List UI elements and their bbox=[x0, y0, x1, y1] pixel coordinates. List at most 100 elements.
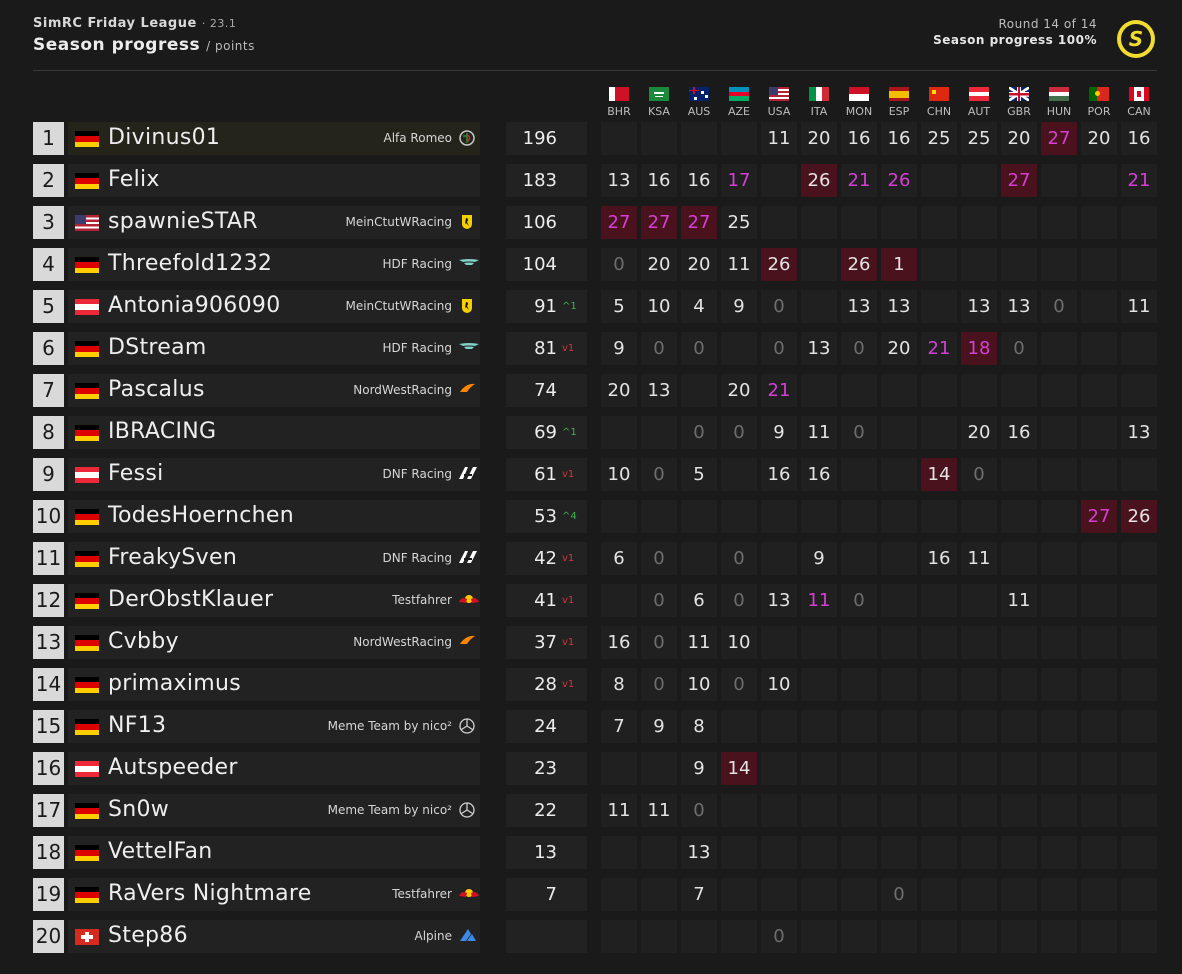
standing-row[interactable]: 5 Antonia906090 MeinCtutWRacing 91 ^1 5 10 4 9 0 1… bbox=[0, 290, 1182, 326]
driver-name: VettelFan bbox=[108, 839, 213, 864]
race-result-cell bbox=[1001, 374, 1037, 407]
team-name: HDF Racing bbox=[382, 257, 452, 271]
race-code-label: AZE bbox=[727, 105, 750, 118]
driver-name: Pascalus bbox=[108, 377, 205, 402]
race-result-cell: 0 bbox=[641, 332, 677, 365]
standing-row[interactable]: 17 Sn0w Meme Team by nico² 22 11 11 0 bbox=[0, 794, 1182, 830]
race-result-cell bbox=[1081, 458, 1117, 491]
race-result-cell: 27 bbox=[1001, 164, 1037, 197]
race-result-cell: 9 bbox=[721, 290, 757, 323]
race-result-cell bbox=[721, 710, 757, 743]
race-result-cell: 6 bbox=[601, 542, 637, 575]
position-badge: 4 bbox=[33, 248, 64, 281]
race-result-cell: 0 bbox=[641, 542, 677, 575]
standing-row[interactable]: 14 primaximus 28 v1 8 0 10 0 10 bbox=[0, 668, 1182, 704]
race-result-cell bbox=[721, 458, 757, 491]
total-points: 61 v1 bbox=[506, 458, 587, 491]
driver-bar: RaVers Nightmare Testfahrer bbox=[68, 878, 480, 911]
race-result-cell bbox=[1041, 878, 1077, 911]
alpine-icon bbox=[458, 928, 476, 944]
standing-row[interactable]: 9 Fessi DNF Racing 61 v1 10 0 5 16 16 14 0 bbox=[0, 458, 1182, 494]
race-result-cell bbox=[1001, 458, 1037, 491]
race-result-cell: 13 bbox=[681, 836, 717, 869]
position-badge: 13 bbox=[33, 626, 64, 659]
race-result-cell bbox=[1041, 500, 1077, 533]
standing-row[interactable]: 8 IBRACING 69 ^1 0 0 9 11 0 20 16 13 bbox=[0, 416, 1182, 452]
race-result-cell bbox=[721, 500, 757, 533]
race-result-cell bbox=[761, 836, 797, 869]
race-result-cell: 0 bbox=[1001, 332, 1037, 365]
race-result-cell: 0 bbox=[641, 458, 677, 491]
race-result-cell bbox=[961, 584, 997, 617]
race-result-cell: 0 bbox=[681, 794, 717, 827]
race-result-cell bbox=[681, 542, 717, 575]
standing-row[interactable]: 2 Felix 183 13 16 16 17 26 21 26 27 21 bbox=[0, 164, 1182, 200]
race-result-cell: 11 bbox=[1121, 290, 1157, 323]
position-change-up: ^1 bbox=[562, 301, 577, 312]
standing-row[interactable]: 1 Divinus01 Alfa Romeo 196 11 20 16 16 25 25 20 27 2… bbox=[0, 122, 1182, 158]
position-change-down: v1 bbox=[562, 469, 575, 480]
race-result-cell bbox=[1001, 836, 1037, 869]
race-result-cell: 8 bbox=[681, 710, 717, 743]
race-result-cell: 20 bbox=[1001, 122, 1037, 155]
race-result-cell: 7 bbox=[601, 710, 637, 743]
driver-name: Sn0w bbox=[108, 797, 170, 822]
race-result-cell: 0 bbox=[841, 416, 877, 449]
race-result-cell: 7 bbox=[681, 878, 717, 911]
position-badge: 14 bbox=[33, 668, 64, 701]
driver-name: DerObstKlauer bbox=[108, 587, 274, 612]
austria-flag-icon bbox=[75, 299, 99, 315]
germany-flag-icon bbox=[75, 677, 99, 693]
position-badge: 9 bbox=[33, 458, 64, 491]
race-result-cell bbox=[601, 878, 637, 911]
standing-row[interactable]: 7 Pascalus NordWestRacing 74 20 13 20 21 bbox=[0, 374, 1182, 410]
race-result-cell: 20 bbox=[881, 332, 917, 365]
standing-row[interactable]: 6 DStream HDF Racing 81 v1 9 0 0 0 13 0 20 21 18 0 bbox=[0, 332, 1182, 368]
standing-row[interactable]: 16 Autspeeder 23 9 14 bbox=[0, 752, 1182, 788]
race-result-cell: 0 bbox=[641, 626, 677, 659]
race-result-cell bbox=[721, 836, 757, 869]
race-result-cell bbox=[1041, 836, 1077, 869]
standing-row[interactable]: 19 RaVers Nightmare Testfahrer 7 7 0 bbox=[0, 878, 1182, 914]
germany-flag-icon bbox=[75, 383, 99, 399]
race-result-cell bbox=[1041, 752, 1077, 785]
mclaren-icon bbox=[458, 634, 476, 650]
standing-row[interactable]: 4 Threefold1232 HDF Racing 104 0 20 20 11 26 26 1 bbox=[0, 248, 1182, 284]
standing-row[interactable]: 15 NF13 Meme Team by nico² 24 7 9 8 bbox=[0, 710, 1182, 746]
race-result-cell bbox=[721, 122, 757, 155]
race-result-cell bbox=[801, 878, 837, 911]
standing-row[interactable]: 20 Step86 Alpine 0 bbox=[0, 920, 1182, 956]
standing-row[interactable]: 12 DerObstKlauer Testfahrer 41 v1 0 6 0 13 11 0 11 bbox=[0, 584, 1182, 620]
race-result-cell bbox=[1081, 668, 1117, 701]
germany-flag-icon bbox=[75, 887, 99, 903]
total-points: 24 bbox=[506, 710, 587, 743]
race-result-cell bbox=[1081, 164, 1117, 197]
race-result-cell: 9 bbox=[761, 416, 797, 449]
position-change-down: v1 bbox=[562, 679, 575, 690]
total-points bbox=[506, 920, 587, 953]
standing-row[interactable]: 11 FreakySven DNF Racing 42 v1 6 0 0 9 16 11 bbox=[0, 542, 1182, 578]
race-result-cell bbox=[1121, 752, 1157, 785]
standing-row[interactable]: 3 spawnieSTAR MeinCtutWRacing 106 27 27 27 25 bbox=[0, 206, 1182, 242]
race-result-cell bbox=[881, 794, 917, 827]
total-points: 106 bbox=[506, 206, 587, 239]
race-result-cell bbox=[1041, 626, 1077, 659]
race-result-cell: 14 bbox=[721, 752, 757, 785]
driver-name: spawnieSTAR bbox=[108, 209, 258, 234]
standing-row[interactable]: 18 VettelFan 13 13 bbox=[0, 836, 1182, 872]
race-result-cell: 4 bbox=[681, 290, 717, 323]
driver-bar: Antonia906090 MeinCtutWRacing bbox=[68, 290, 480, 323]
team-name: HDF Racing bbox=[382, 341, 452, 355]
race-result-cell bbox=[1041, 248, 1077, 281]
points-value: 196 bbox=[522, 128, 557, 149]
race-column-ksa: KSA bbox=[641, 84, 677, 120]
standing-row[interactable]: 10 TodesHoernchen 53 ^4 27 26 bbox=[0, 500, 1182, 536]
points-value: 24 bbox=[534, 716, 557, 737]
standing-row[interactable]: 13 Cvbby NordWestRacing 37 v1 16 0 11 10 bbox=[0, 626, 1182, 662]
alphatauri-icon bbox=[458, 466, 477, 482]
alfa-romeo-icon bbox=[458, 130, 476, 146]
driver-name: Divinus01 bbox=[108, 125, 221, 150]
driver-bar: Cvbby NordWestRacing bbox=[68, 626, 480, 659]
austria-flag-icon bbox=[75, 761, 99, 777]
race-result-cell bbox=[1041, 920, 1077, 953]
